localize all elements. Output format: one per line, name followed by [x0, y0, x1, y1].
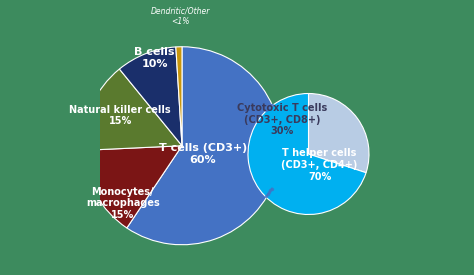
Text: Monocytes/
macrophages
15%: Monocytes/ macrophages 15%: [86, 187, 160, 220]
Text: T cells (CD3+)
60%: T cells (CD3+) 60%: [158, 143, 247, 165]
Wedge shape: [176, 47, 182, 146]
Wedge shape: [248, 94, 366, 214]
Text: Natural killer cells
15%: Natural killer cells 15%: [69, 105, 171, 126]
Text: B cells
10%: B cells 10%: [134, 47, 175, 68]
Text: T helper cells
(CD3+, CD4+)
70%: T helper cells (CD3+, CD4+) 70%: [281, 148, 358, 182]
Wedge shape: [119, 47, 182, 146]
Wedge shape: [83, 146, 182, 228]
Text: Dendritic/Other
<1%: Dendritic/Other <1%: [151, 7, 210, 26]
Wedge shape: [127, 47, 281, 245]
Text: Cytotoxic T cells
(CD3+, CD8+)
30%: Cytotoxic T cells (CD3+, CD8+) 30%: [237, 103, 328, 136]
Wedge shape: [309, 94, 369, 173]
Wedge shape: [83, 69, 182, 150]
